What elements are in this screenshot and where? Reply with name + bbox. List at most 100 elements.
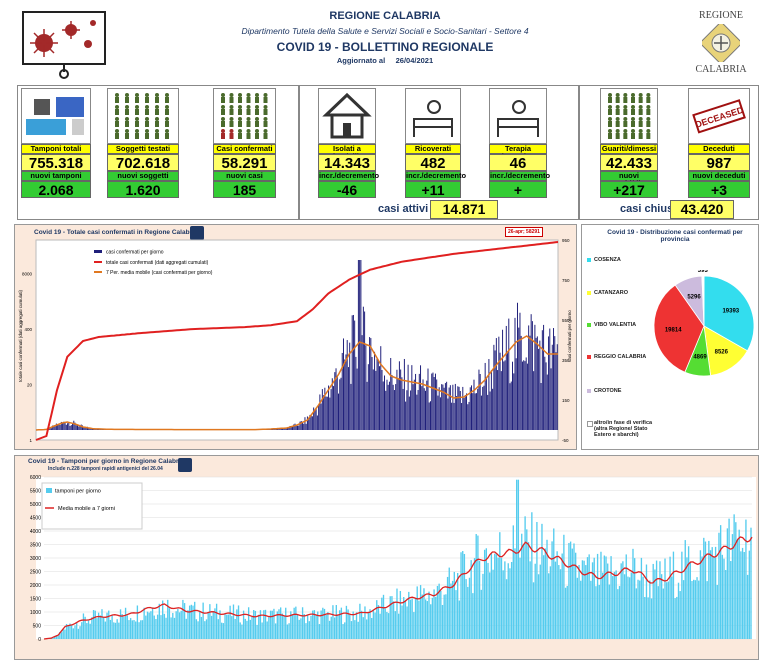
swab-bar bbox=[133, 620, 135, 639]
swab-bar bbox=[214, 608, 216, 639]
swab-bar bbox=[295, 606, 297, 639]
swab-bar bbox=[544, 548, 547, 639]
swab-bar bbox=[187, 610, 189, 639]
swab-bar bbox=[489, 572, 491, 639]
daily-case-bar bbox=[514, 317, 516, 430]
daily-case-bar bbox=[525, 357, 527, 430]
swab-bar bbox=[441, 604, 444, 639]
casi-attivi-value: 14.871 bbox=[430, 200, 498, 219]
swab-bar bbox=[433, 589, 435, 639]
swab-bar bbox=[234, 618, 236, 639]
swab-bar bbox=[644, 597, 646, 639]
daily-case-bar bbox=[439, 397, 441, 430]
house-icon bbox=[318, 88, 376, 144]
daily-case-bar bbox=[384, 375, 385, 430]
pie-legend-label: VIBO VALENTIA bbox=[594, 322, 637, 328]
daily-case-bar bbox=[405, 401, 407, 430]
swab-bar bbox=[165, 617, 167, 639]
swab-bar bbox=[82, 613, 85, 639]
daily-case-bar bbox=[387, 384, 389, 430]
daily-case-bar bbox=[304, 417, 306, 430]
pie-legend-label: altro/in fase di verifica (altra Regione… bbox=[594, 420, 653, 438]
daily-case-bar bbox=[377, 361, 379, 430]
swab-bar bbox=[178, 612, 181, 639]
swab-bar bbox=[396, 588, 398, 639]
swab-bar bbox=[725, 570, 727, 639]
daily-case-bar bbox=[355, 356, 357, 430]
card-sub-label: nuovi deceduti bbox=[688, 171, 750, 181]
swab-bar bbox=[585, 565, 587, 639]
daily-case-bar bbox=[421, 386, 423, 430]
swab-bar bbox=[566, 585, 568, 639]
daily-case-bar bbox=[360, 260, 362, 430]
daily-case-bar bbox=[301, 421, 303, 430]
daily-case-bar bbox=[371, 357, 373, 430]
daily-case-bar bbox=[303, 423, 305, 430]
swab-bar bbox=[703, 537, 705, 639]
swab-bar bbox=[173, 617, 176, 639]
swab-bar bbox=[640, 557, 643, 639]
daily-case-bar bbox=[554, 336, 556, 430]
daily-case-bar bbox=[338, 393, 339, 430]
swab-bar bbox=[490, 553, 493, 639]
swab-bar bbox=[123, 616, 125, 639]
swab-bar bbox=[273, 608, 275, 639]
swab-bar bbox=[349, 614, 351, 639]
swab-bar bbox=[642, 576, 644, 639]
swab-bar bbox=[730, 561, 732, 639]
daily-case-bar bbox=[485, 377, 487, 430]
swab-bar bbox=[266, 621, 268, 639]
daily-case-bar bbox=[364, 311, 366, 430]
daily-case-bar bbox=[467, 404, 469, 430]
daily-case-bar bbox=[449, 385, 451, 430]
swab-bar bbox=[630, 572, 632, 639]
updated-label: Aggiornato al bbox=[336, 56, 386, 65]
daily-case-bar bbox=[392, 384, 394, 430]
swab-bar bbox=[576, 577, 579, 639]
daily-case-bar bbox=[65, 424, 67, 430]
daily-case-bar bbox=[484, 362, 486, 430]
daily-case-bar bbox=[73, 420, 75, 430]
swab-bar bbox=[440, 590, 442, 639]
daily-case-bar bbox=[538, 348, 540, 430]
swab-bar bbox=[215, 603, 218, 639]
swab-bar bbox=[226, 614, 228, 639]
daily-case-bar bbox=[356, 368, 358, 430]
swab-bar bbox=[103, 617, 105, 639]
swab-bar bbox=[195, 619, 198, 639]
swab-bar bbox=[505, 579, 508, 639]
daily-case-bar bbox=[298, 425, 300, 430]
daily-case-bar bbox=[457, 386, 459, 430]
swab-bar bbox=[542, 555, 545, 639]
daily-case-bar bbox=[325, 396, 327, 430]
daily-case-bar bbox=[462, 386, 464, 430]
swab-bar bbox=[719, 525, 722, 639]
swab-bar bbox=[559, 569, 562, 639]
daily-case-bar bbox=[347, 367, 349, 430]
swab-bar bbox=[278, 609, 280, 639]
daily-case-bar bbox=[548, 336, 550, 430]
card-label: Ricoverati bbox=[405, 144, 461, 154]
swab-bar bbox=[76, 622, 78, 639]
card-sub-value: +11 bbox=[405, 181, 461, 198]
swab-bar bbox=[723, 558, 725, 639]
swab-bar bbox=[221, 622, 223, 639]
daily-case-bar bbox=[468, 401, 470, 430]
swab-bar bbox=[91, 617, 93, 639]
daily-case-bar bbox=[556, 344, 558, 430]
swabs-moving-average-line bbox=[43, 536, 753, 640]
daily-case-bar bbox=[500, 371, 502, 430]
swab-bar bbox=[224, 613, 226, 639]
swab-bar bbox=[463, 553, 466, 639]
card-sub-value: + bbox=[489, 181, 547, 198]
daily-case-bar bbox=[273, 429, 275, 430]
daily-case-bar bbox=[494, 350, 496, 430]
cases-legend bbox=[89, 246, 249, 282]
swab-bar bbox=[713, 556, 715, 639]
card-label: Soggetti testati bbox=[107, 144, 179, 154]
daily-case-bar bbox=[452, 384, 454, 430]
swab-bar bbox=[686, 557, 688, 639]
daily-case-bar bbox=[366, 381, 368, 430]
swab-bar bbox=[158, 603, 160, 639]
daily-case-bar bbox=[417, 390, 419, 430]
